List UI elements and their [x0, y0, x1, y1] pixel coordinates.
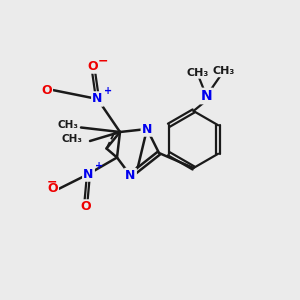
Text: N: N: [125, 169, 136, 182]
Text: N: N: [92, 92, 103, 106]
Text: +: +: [104, 85, 112, 96]
Text: O: O: [41, 83, 52, 97]
Text: CH₃: CH₃: [212, 66, 235, 76]
Text: −: −: [98, 55, 108, 68]
Text: O: O: [88, 59, 98, 73]
Text: CH₃: CH₃: [187, 68, 209, 78]
Text: N: N: [142, 122, 152, 136]
Text: −: −: [46, 176, 57, 189]
Text: O: O: [47, 182, 58, 196]
Text: CH₃: CH₃: [57, 119, 78, 130]
Text: +: +: [95, 160, 103, 171]
Text: N: N: [83, 167, 94, 181]
Text: CH₃: CH₃: [61, 134, 82, 145]
Text: O: O: [80, 200, 91, 214]
Text: N: N: [201, 89, 212, 103]
